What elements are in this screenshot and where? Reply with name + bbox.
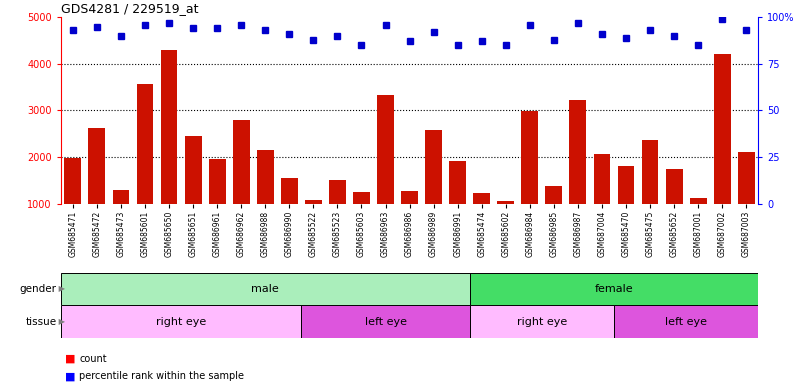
Bar xyxy=(497,201,514,250)
Bar xyxy=(614,305,758,338)
Text: percentile rank within the sample: percentile rank within the sample xyxy=(79,371,244,381)
Bar xyxy=(449,161,466,250)
Text: left eye: left eye xyxy=(665,316,707,327)
Bar xyxy=(474,193,490,250)
Bar xyxy=(377,95,394,250)
Bar xyxy=(113,190,130,250)
Bar xyxy=(569,100,586,250)
Text: right eye: right eye xyxy=(156,316,206,327)
Bar xyxy=(738,152,755,250)
Bar xyxy=(329,180,345,250)
Bar xyxy=(470,273,758,305)
Text: left eye: left eye xyxy=(364,316,406,327)
Bar xyxy=(470,305,614,338)
Bar xyxy=(642,140,659,250)
Bar xyxy=(353,192,370,250)
Bar xyxy=(302,305,470,338)
Text: right eye: right eye xyxy=(517,316,567,327)
Text: count: count xyxy=(79,354,107,364)
Text: male: male xyxy=(251,284,279,294)
Bar xyxy=(401,191,418,250)
Bar xyxy=(161,50,178,250)
Bar xyxy=(714,54,731,250)
Text: ▶: ▶ xyxy=(56,317,65,326)
Bar xyxy=(546,186,562,250)
Bar xyxy=(233,120,250,250)
Bar xyxy=(257,149,273,250)
Bar xyxy=(64,158,81,250)
Bar xyxy=(185,136,201,250)
Bar xyxy=(136,84,153,250)
Bar xyxy=(594,154,611,250)
Bar xyxy=(521,111,539,250)
Text: ■: ■ xyxy=(65,371,75,381)
Bar xyxy=(689,198,706,250)
Bar xyxy=(425,130,442,250)
Bar xyxy=(305,200,322,250)
Text: tissue: tissue xyxy=(26,316,57,327)
Text: female: female xyxy=(594,284,633,294)
Bar xyxy=(61,273,470,305)
Text: gender: gender xyxy=(19,284,57,294)
Text: ▶: ▶ xyxy=(56,285,65,293)
Bar xyxy=(666,169,683,250)
Text: ■: ■ xyxy=(65,354,75,364)
Bar xyxy=(208,159,225,250)
Bar xyxy=(618,166,634,250)
Text: GDS4281 / 229519_at: GDS4281 / 229519_at xyxy=(61,2,199,15)
Bar xyxy=(281,178,298,250)
Bar xyxy=(61,305,302,338)
Bar xyxy=(88,128,105,250)
